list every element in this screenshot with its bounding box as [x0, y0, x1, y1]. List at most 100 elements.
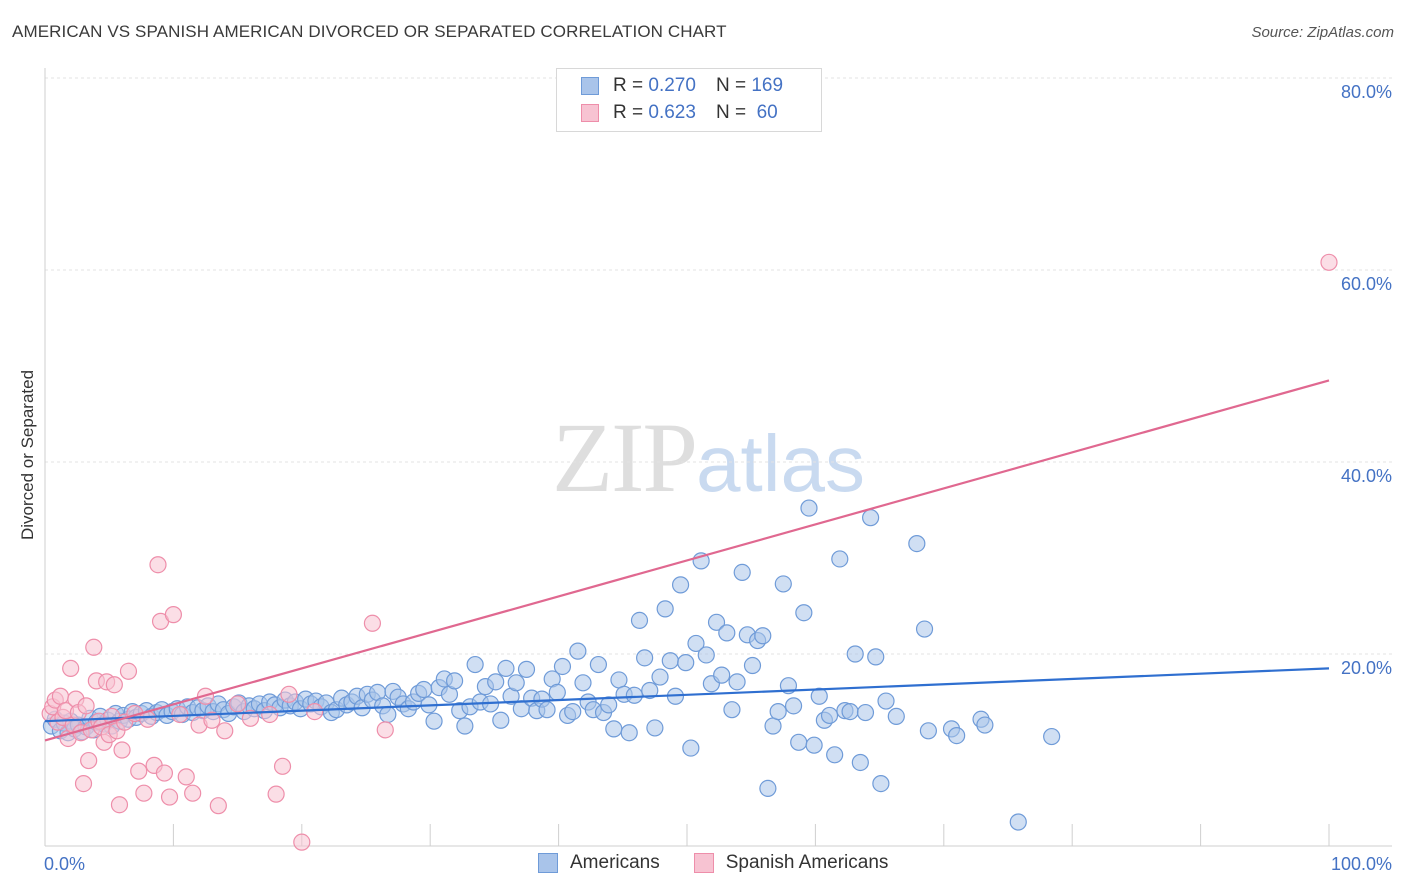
- point-americans: [718, 624, 736, 642]
- point-spanish-americans: [306, 702, 324, 721]
- chart-title: AMERICAN VS SPANISH AMERICAN DIVORCED OR…: [12, 22, 727, 41]
- tick-labels: 20.0% 40.0% 60.0% 80.0% 0.0% 100.0%: [44, 82, 1392, 874]
- point-americans: [856, 703, 875, 722]
- point-americans: [820, 706, 839, 725]
- point-spanish-americans: [135, 784, 153, 802]
- point-spanish-americans: [203, 711, 221, 729]
- legend-r-label: R =: [613, 75, 644, 96]
- point-americans: [415, 680, 433, 699]
- x-tick-label: 100.0%: [1331, 854, 1392, 874]
- source-label: Source: ZipAtlas.com: [1251, 24, 1394, 41]
- point-americans: [492, 711, 510, 729]
- legend-item-spanish-americans: Spanish Americans: [693, 852, 889, 874]
- point-spanish-americans: [105, 676, 123, 694]
- point-americans: [887, 707, 905, 726]
- trend-lines: [44, 379, 1330, 742]
- point-americans: [564, 702, 582, 721]
- x-tick-label: 0.0%: [44, 854, 85, 874]
- point-americans: [790, 733, 808, 751]
- point-spanish-americans: [184, 784, 202, 802]
- point-americans: [831, 550, 849, 568]
- point-americans: [851, 753, 869, 772]
- point-americans: [1009, 813, 1027, 831]
- point-spanish-americans: [160, 788, 179, 806]
- legend-swatch-spanish-americans: [693, 853, 714, 873]
- point-americans: [538, 701, 556, 719]
- point-americans: [636, 649, 654, 667]
- point-americans: [517, 660, 536, 678]
- point-americans: [867, 648, 885, 666]
- point-americans: [800, 499, 818, 517]
- point-americans: [877, 692, 895, 710]
- stats-legend: R = 0.270 N = 169 R = 0.623 N = 60: [556, 68, 822, 132]
- point-americans: [553, 657, 572, 676]
- point-spanish-americans: [80, 751, 98, 770]
- point-americans: [641, 681, 659, 700]
- point-americans: [733, 563, 751, 582]
- point-americans: [646, 719, 664, 737]
- legend-item-americans: Americans: [538, 852, 660, 874]
- point-americans: [810, 687, 828, 705]
- point-spanish-americans: [273, 757, 292, 775]
- point-americans: [697, 646, 715, 664]
- point-americans: [610, 671, 628, 689]
- point-spanish-americans: [74, 774, 93, 793]
- point-americans: [976, 716, 994, 734]
- point-americans: [656, 600, 674, 618]
- point-americans: [661, 652, 679, 670]
- watermark: ZIPatlas: [552, 400, 865, 515]
- point-spanish-americans: [113, 741, 131, 759]
- y-tick-label: 60.0%: [1341, 274, 1392, 294]
- data-points: [41, 253, 1338, 851]
- point-spanish-americans: [229, 695, 247, 713]
- point-americans: [487, 673, 505, 691]
- y-tick-label: 20.0%: [1341, 658, 1392, 678]
- point-spanish-americans: [293, 833, 311, 851]
- point-americans: [795, 604, 813, 622]
- grid-lines: [45, 77, 1392, 655]
- watermark-zip: ZIP: [552, 402, 698, 513]
- point-americans: [908, 534, 926, 553]
- point-americans: [728, 673, 746, 691]
- point-americans: [682, 739, 700, 757]
- point-americans: [630, 611, 649, 630]
- y-axis-label: Divorced or Separated: [18, 370, 37, 540]
- point-spanish-americans: [85, 638, 103, 656]
- point-spanish-americans: [110, 796, 129, 814]
- point-spanish-americans: [216, 722, 234, 740]
- point-americans: [687, 634, 705, 653]
- point-americans: [846, 645, 864, 663]
- point-americans: [743, 656, 762, 675]
- point-spanish-americans: [149, 556, 167, 574]
- legend-swatch-spanish-americans: [581, 104, 599, 122]
- point-americans: [948, 726, 966, 745]
- point-spanish-americans: [164, 606, 182, 624]
- legend-label-spanish-americans: Spanish Americans: [725, 852, 889, 873]
- point-spanish-americans: [130, 762, 148, 780]
- point-spanish-americans: [261, 705, 279, 724]
- point-americans: [872, 774, 890, 793]
- legend-r-value: 0.623: [648, 102, 696, 123]
- point-spanish-americans: [177, 768, 195, 786]
- series-legend: Americans Spanish Americans: [538, 852, 922, 874]
- y-tick-label: 40.0%: [1341, 466, 1392, 486]
- legend-n-value: 169: [751, 75, 784, 96]
- point-americans: [841, 702, 859, 721]
- point-americans: [862, 509, 880, 527]
- axes: [44, 68, 1392, 847]
- legend-n-value: 60: [751, 102, 778, 123]
- point-spanish-americans: [376, 721, 394, 739]
- point-spanish-americans: [51, 687, 70, 705]
- point-americans: [759, 779, 777, 798]
- point-americans: [826, 746, 844, 764]
- point-americans: [651, 668, 669, 686]
- legend-row-americans: R = 0.270 N = 169: [581, 74, 783, 98]
- point-americans: [456, 717, 474, 735]
- point-americans: [574, 674, 592, 692]
- trend-line-americans: [44, 667, 1330, 723]
- point-americans: [605, 720, 623, 738]
- legend-n-label: N =: [715, 102, 747, 123]
- point-spanish-americans: [62, 659, 80, 678]
- point-americans: [425, 712, 443, 730]
